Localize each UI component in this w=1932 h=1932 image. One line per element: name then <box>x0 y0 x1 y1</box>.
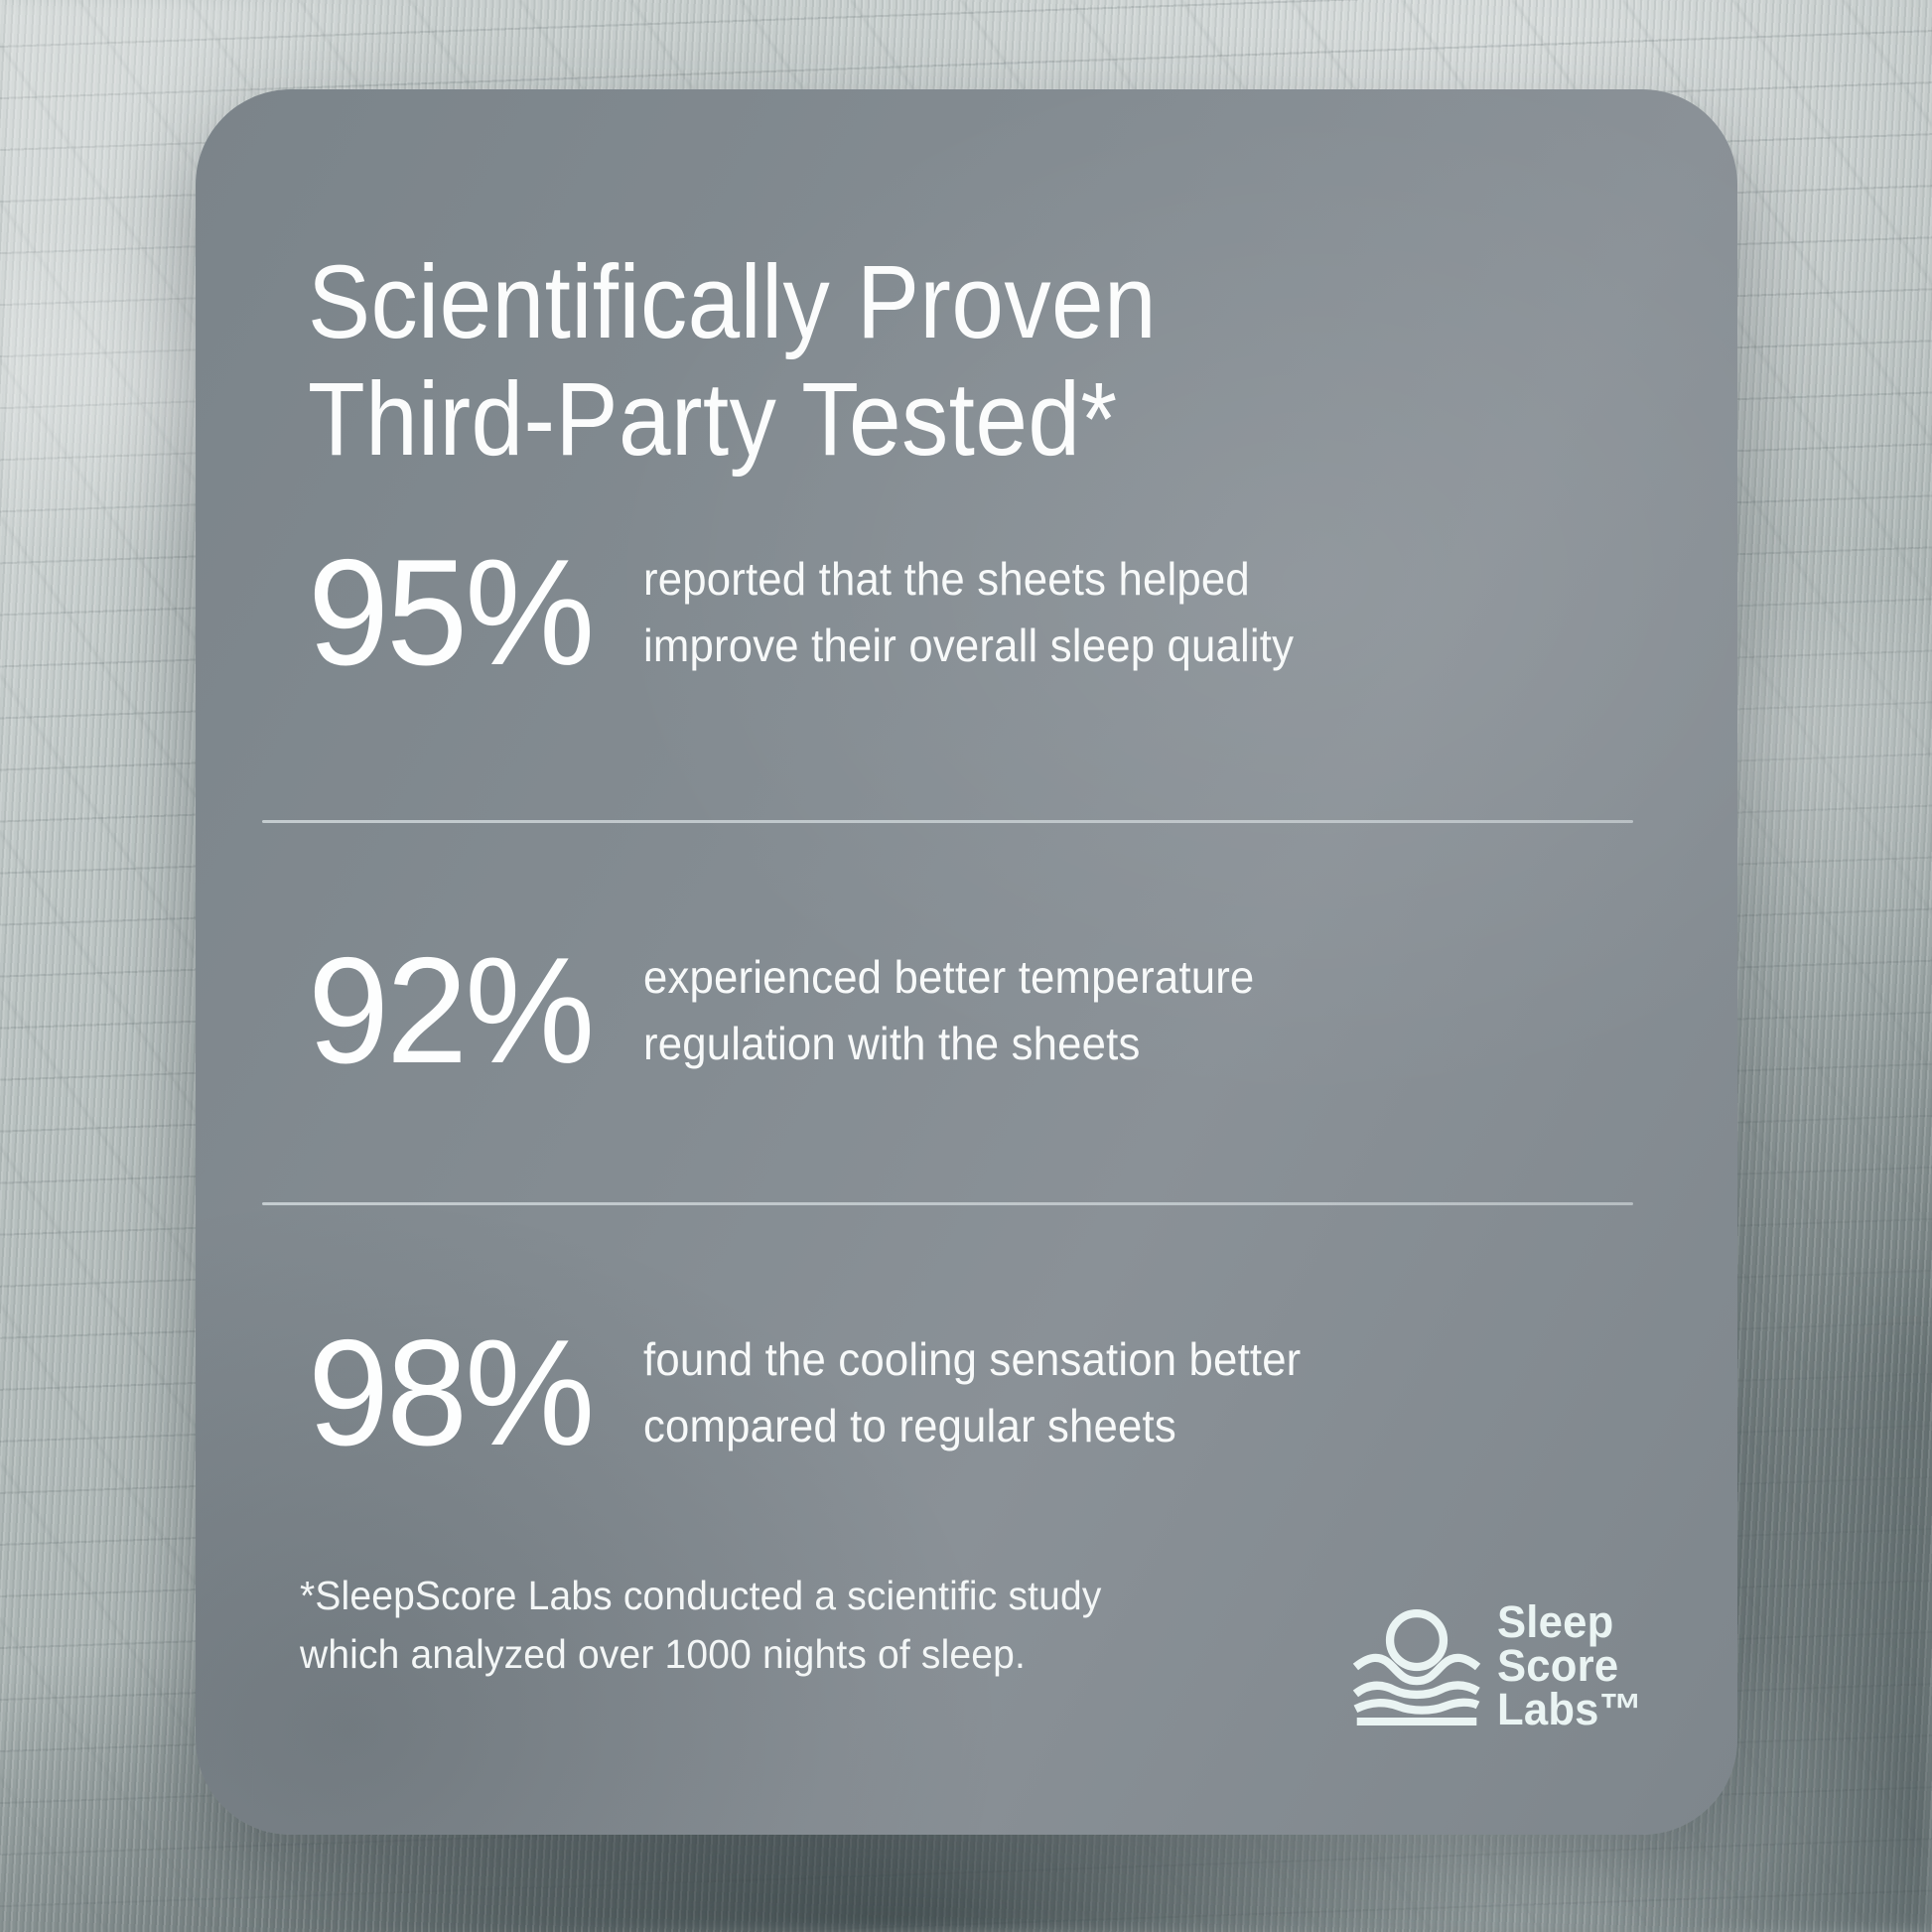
headline-line-1: Scientifically Proven <box>308 244 1158 361</box>
stat-description-line: compared to regular sheets <box>643 1400 1176 1451</box>
stats-card: Scientifically Proven Third-Party Tested… <box>196 89 1737 1835</box>
divider <box>262 1202 1633 1205</box>
sleepscore-labs-logo: Sleep Score Labs™ <box>1350 1596 1647 1735</box>
logo-word-score: Score <box>1497 1640 1619 1692</box>
stat-description-line: reported that the sheets helped <box>643 553 1250 606</box>
stat-value: 92% <box>308 925 595 1095</box>
logo-word-labs: Labs™ <box>1497 1684 1643 1735</box>
headline-line-2: Third-Party Tested* <box>308 360 1118 478</box>
stat-row-cooling: 98% found the cooling sensation better c… <box>308 1254 1628 1532</box>
study-footnote: *SleepScore Labs conducted a scientific … <box>300 1567 1102 1685</box>
sun-over-waves-icon <box>1352 1608 1481 1725</box>
stat-description: found the cooling sensation better compa… <box>643 1326 1301 1458</box>
stat-description: experienced better temperature regulatio… <box>643 944 1254 1076</box>
headline: Scientifically Proven Third-Party Tested… <box>308 244 1157 478</box>
stat-description-line: found the cooling sensation better <box>643 1333 1302 1386</box>
footnote-line: which analyzed over 1000 nights of sleep… <box>300 1631 1026 1678</box>
logo-wordmark: Sleep Score Labs™ <box>1497 1596 1643 1735</box>
stat-row-temperature: 92% experienced better temperature regul… <box>308 872 1628 1150</box>
stat-value: 98% <box>308 1308 595 1477</box>
divider <box>262 820 1633 823</box>
footnote-line: *SleepScore Labs conducted a scientific … <box>300 1573 1102 1618</box>
stat-value: 95% <box>308 527 595 697</box>
logo-word-sleep: Sleep <box>1497 1596 1614 1647</box>
stat-description: reported that the sheets helped improve … <box>643 546 1294 678</box>
stat-description-line: regulation with the sheets <box>643 1018 1141 1069</box>
stat-description-line: experienced better temperature <box>643 951 1255 1004</box>
stat-description-line: improve their overall sleep quality <box>643 620 1295 671</box>
stat-row-sleep-quality: 95% reported that the sheets helped impr… <box>308 474 1628 752</box>
